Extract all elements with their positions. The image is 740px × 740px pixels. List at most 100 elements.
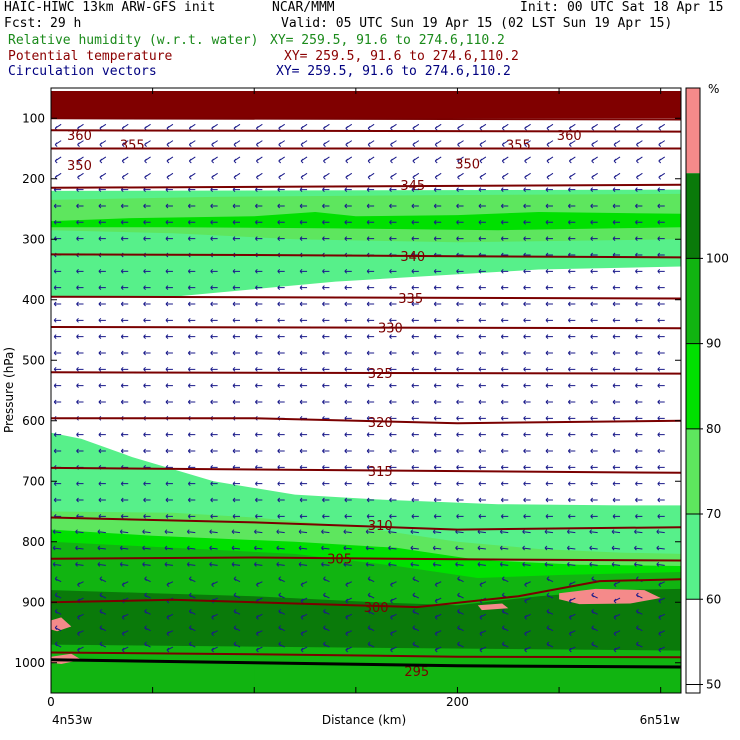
wind-vector xyxy=(389,432,397,438)
wind-vector xyxy=(366,219,375,225)
wind-vector xyxy=(299,497,308,503)
wind-vector xyxy=(457,641,464,648)
wind-vector xyxy=(523,236,531,241)
wind-vector xyxy=(210,334,218,340)
colorbar-level-label: 80 xyxy=(706,422,721,436)
wind-vector xyxy=(97,529,106,535)
wind-vector xyxy=(367,592,375,599)
org-label: NCAR/MMM xyxy=(272,0,335,15)
y-tick-label: 700 xyxy=(22,474,45,488)
wind-vector xyxy=(322,481,330,487)
wind-vector xyxy=(165,432,173,438)
wind-vector xyxy=(322,187,330,192)
wind-vector xyxy=(322,432,330,438)
wind-vector xyxy=(322,219,330,225)
wind-vector xyxy=(343,529,352,535)
wind-vector xyxy=(323,608,330,615)
wind-vector xyxy=(54,140,62,147)
colorbar-level-label: 70 xyxy=(706,507,721,521)
wind-vector xyxy=(76,219,84,225)
wind-vector xyxy=(524,172,531,180)
theta-contour-335 xyxy=(51,295,681,300)
wind-vector xyxy=(389,464,397,470)
wind-vector xyxy=(232,481,240,487)
wind-vector xyxy=(210,448,218,454)
wind-vector xyxy=(76,448,84,454)
wind-vector xyxy=(232,513,240,519)
wind-vector xyxy=(611,529,621,535)
wind-vector xyxy=(120,317,129,323)
wind-vector xyxy=(456,285,464,291)
wind-vector xyxy=(211,172,218,180)
wind-vector xyxy=(187,236,196,241)
wind-vector xyxy=(501,641,509,648)
wind-vector xyxy=(412,625,420,632)
wind-vector xyxy=(524,140,531,147)
wind-vector xyxy=(52,529,62,535)
wind-vector xyxy=(612,334,621,340)
wind-vector xyxy=(567,432,576,438)
wind-vector xyxy=(165,383,173,389)
theta-label-355: 355 xyxy=(120,138,145,153)
wind-vector xyxy=(299,464,308,470)
wind-vector xyxy=(344,464,352,470)
wind-vector xyxy=(657,399,665,405)
wind-vector xyxy=(322,236,330,241)
wind-vector xyxy=(433,268,442,274)
wind-vector xyxy=(233,576,241,583)
wind-vector xyxy=(500,399,509,405)
wind-vector xyxy=(478,497,486,503)
wind-vector xyxy=(411,301,419,307)
wind-vector xyxy=(389,203,397,209)
wind-vector xyxy=(590,399,598,405)
colorbar-band-90 xyxy=(686,173,700,259)
wind-vector xyxy=(478,334,486,340)
wind-vector xyxy=(367,608,375,615)
wind-vector xyxy=(366,399,375,405)
wind-vector xyxy=(299,203,308,209)
y-tick-label: 800 xyxy=(22,535,45,549)
wind-vector xyxy=(299,399,308,405)
wind-vector xyxy=(255,219,263,225)
wind-vector xyxy=(299,383,308,389)
wind-vector xyxy=(433,334,442,340)
wind-vector xyxy=(636,123,643,131)
wind-vector xyxy=(299,285,308,291)
wind-vector xyxy=(433,399,442,405)
wind-vector xyxy=(345,613,352,620)
wind-vector xyxy=(567,399,576,405)
wind-vector xyxy=(256,156,263,164)
wind-vector xyxy=(591,123,598,131)
wind-vector xyxy=(457,592,464,599)
wind-vector xyxy=(143,497,151,503)
wind-vector xyxy=(255,203,263,209)
wind-vector xyxy=(545,268,553,274)
wind-vector xyxy=(322,464,330,470)
theta-label-360: 360 xyxy=(67,129,92,144)
wind-vector xyxy=(344,236,352,241)
wind-vector xyxy=(53,203,62,209)
wind-vector xyxy=(210,513,218,519)
wind-vector xyxy=(612,203,621,209)
wind-vector xyxy=(299,481,308,487)
wind-vector xyxy=(568,613,576,620)
wind-vector xyxy=(99,140,107,147)
wind-vector xyxy=(53,334,62,340)
wind-vector xyxy=(457,576,464,583)
wind-vector xyxy=(455,545,464,551)
circulation-vectors xyxy=(52,123,666,653)
colorbar-band-80 xyxy=(686,258,700,344)
wind-vector xyxy=(300,123,308,131)
wind-vector xyxy=(500,219,509,225)
wind-vector xyxy=(54,608,62,615)
wind-vector xyxy=(390,123,397,131)
wind-vector xyxy=(210,317,218,323)
wind-vector xyxy=(210,285,218,291)
wind-vector xyxy=(390,581,397,588)
colorbar-band-70 xyxy=(686,343,700,429)
wind-vector xyxy=(344,432,352,438)
wind-vector xyxy=(479,156,487,164)
wind-vector xyxy=(188,172,196,180)
wind-vector xyxy=(524,156,531,164)
wind-vector xyxy=(389,448,397,454)
